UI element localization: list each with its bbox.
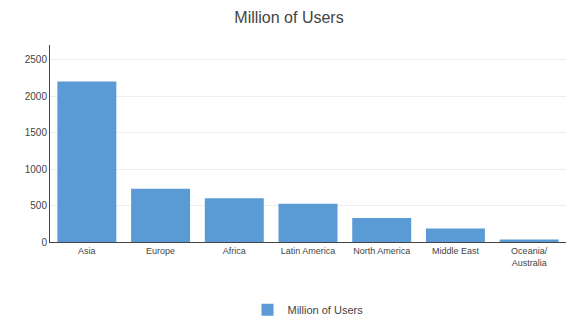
svg-text:1500: 1500 (25, 127, 48, 138)
svg-text:2500: 2500 (25, 54, 48, 65)
svg-text:Oceania/Australia: Oceania/Australia (511, 246, 548, 268)
svg-text:0: 0 (41, 237, 47, 248)
svg-text:Million of Users: Million of Users (234, 9, 343, 26)
svg-text:500: 500 (30, 200, 47, 211)
svg-text:Million of Users: Million of Users (288, 304, 364, 316)
svg-text:Asia: Asia (78, 246, 96, 256)
svg-text:Middle East: Middle East (432, 246, 480, 256)
svg-text:Latin America: Latin America (281, 246, 336, 256)
svg-text:Africa: Africa (223, 246, 246, 256)
svg-text:Europe: Europe (146, 246, 175, 256)
svg-text:2000: 2000 (25, 91, 48, 102)
svg-text:North America: North America (353, 246, 410, 256)
svg-text:1000: 1000 (25, 164, 48, 175)
